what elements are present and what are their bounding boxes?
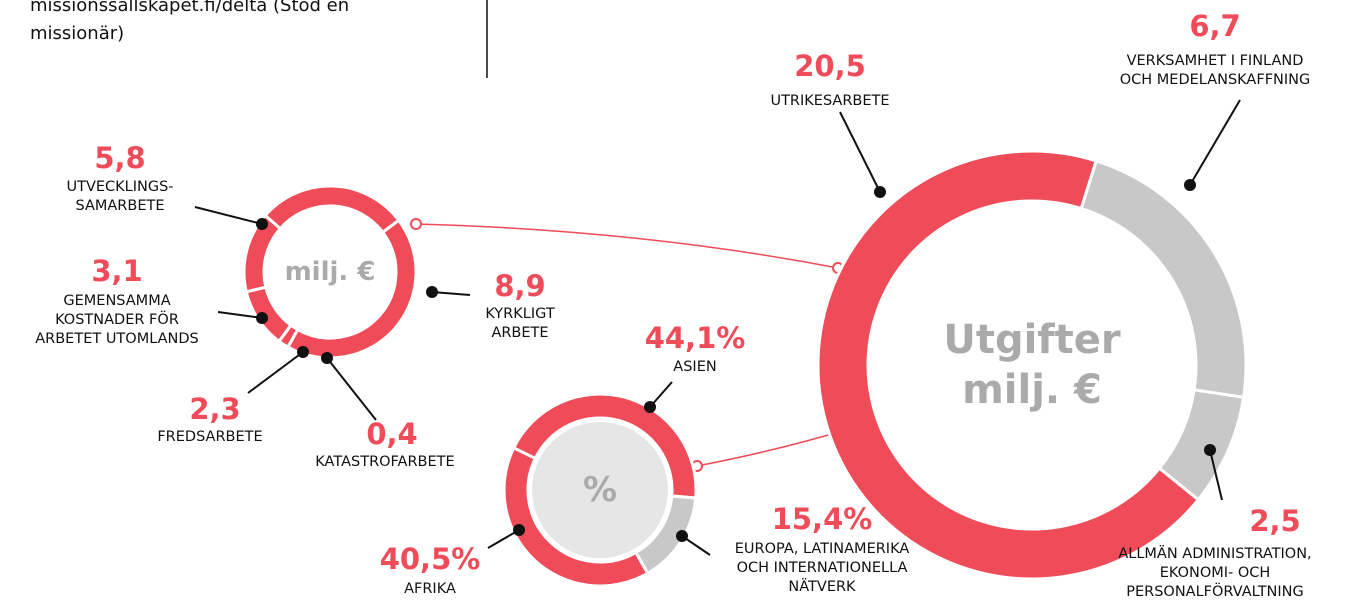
value-label: 40,5% (379, 542, 481, 576)
donut-segment (1157, 388, 1246, 502)
leader-line (839, 111, 881, 193)
center-label: % (582, 470, 618, 510)
category-label: FREDSARBETE (157, 429, 263, 445)
donut-center (532, 422, 668, 558)
leader-dot (513, 524, 525, 536)
leader-line (326, 357, 377, 421)
category-label: AFRIKA (404, 581, 456, 597)
donut-segment (285, 218, 418, 360)
leader-line (1189, 99, 1241, 186)
category-label: KATASTROFARBETE (315, 454, 455, 470)
value-label: 15,4% (771, 502, 873, 536)
leader-line (1209, 449, 1223, 501)
leader-line (431, 291, 471, 296)
category-label: EUROPA, LATINAMERIKA OCH INTERNATIONELLA… (734, 541, 910, 595)
value-label: 2,5 (1249, 504, 1301, 538)
value-label: 8,9 (494, 269, 546, 303)
connector (415, 223, 839, 269)
category-label: GEMENSAMMA KOSTNADER FÖR ARBETET UTOMLAN… (35, 293, 199, 347)
category-label: VERKSAMHET I FINLAND OCH MEDELANSKAFFNIN… (1119, 53, 1311, 88)
leader-dot (1184, 179, 1196, 191)
leader-line (194, 206, 263, 225)
value-label: 0,4 (366, 417, 418, 451)
leader-dot (874, 186, 886, 198)
category-label: UTRIKESARBETE (770, 93, 890, 109)
value-label: 5,8 (94, 141, 146, 175)
center-label: Utgifter milj. € (943, 317, 1121, 413)
leader-line (217, 311, 263, 319)
connectors (415, 223, 853, 467)
leader-dot (676, 530, 688, 542)
category-label: ALLMÄN ADMINISTRATION, EKONOMI- OCH PERS… (1118, 546, 1312, 600)
donut-segment (263, 184, 401, 235)
leader-dot (256, 312, 268, 324)
value-label: 6,7 (1189, 9, 1241, 43)
leader-dot (256, 218, 268, 230)
leader-dot (426, 286, 438, 298)
donut-segment (502, 445, 650, 588)
value-label: 44,1% (644, 321, 746, 355)
category-label: UTVECKLINGS- SAMARBETE (66, 179, 174, 214)
value-label: 3,1 (91, 254, 143, 288)
connector-dot (410, 218, 422, 230)
leader-dot (644, 401, 656, 413)
leader-dot (1204, 444, 1216, 456)
category-label: ASIEN (673, 359, 717, 375)
value-label: 20,5 (794, 49, 866, 83)
donut-segment (816, 149, 1201, 581)
center-label: milj. € (284, 257, 376, 287)
donut-segment (244, 285, 294, 344)
leader-dot (297, 346, 309, 358)
category-label: KYRKLIGT ARBETE (485, 306, 555, 341)
leader-line (247, 351, 304, 394)
source-note: missionssallskapet.fi/delta (Stöd en mis… (30, 0, 350, 44)
value-label: 2,3 (189, 392, 241, 426)
leader-dot (321, 352, 333, 364)
